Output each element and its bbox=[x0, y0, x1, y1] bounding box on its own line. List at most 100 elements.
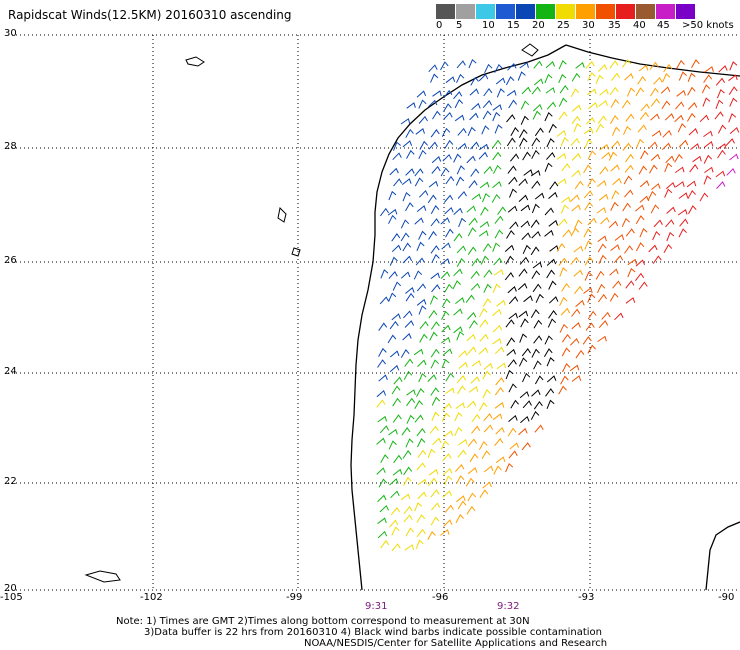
wind-barb bbox=[690, 143, 700, 150]
wind-barb bbox=[519, 391, 530, 399]
wind-barb bbox=[393, 454, 403, 464]
legend-label-30: 30 bbox=[582, 20, 595, 31]
wind-barb bbox=[571, 204, 581, 212]
wind-barb bbox=[625, 297, 636, 304]
wind-barb bbox=[639, 180, 650, 188]
wind-barb bbox=[703, 175, 712, 185]
wind-barb bbox=[471, 425, 481, 434]
wind-barb bbox=[627, 267, 636, 278]
wind-barb bbox=[393, 141, 401, 151]
wind-barb bbox=[531, 203, 540, 214]
wind-barb bbox=[582, 336, 592, 345]
wind-barb bbox=[471, 360, 482, 367]
wind-barb bbox=[507, 427, 517, 437]
wind-barb bbox=[650, 113, 660, 121]
wind-barb bbox=[431, 165, 441, 174]
wind-barb bbox=[717, 149, 726, 159]
wind-barb bbox=[413, 348, 424, 356]
wind-barb bbox=[388, 214, 397, 224]
wind-barb bbox=[522, 372, 531, 383]
wind-barb bbox=[444, 504, 454, 513]
lon-label-105: -105 bbox=[0, 592, 23, 603]
wind-barb bbox=[379, 296, 390, 305]
wind-barb bbox=[530, 246, 540, 256]
wind-barb bbox=[492, 283, 501, 293]
wind-barb bbox=[467, 346, 477, 355]
wind-barb bbox=[596, 283, 606, 294]
wind-barb bbox=[624, 189, 634, 198]
wind-barb bbox=[558, 385, 567, 395]
wind-barb bbox=[595, 270, 605, 280]
wind-barb bbox=[429, 425, 439, 434]
wind-barb bbox=[444, 475, 453, 485]
wind-barb bbox=[430, 489, 440, 498]
wind-barb bbox=[544, 111, 553, 122]
wind-barb bbox=[377, 415, 388, 423]
wind-barb bbox=[443, 103, 452, 113]
wind-barb bbox=[495, 377, 505, 386]
wind-barb bbox=[402, 242, 412, 252]
wind-barb bbox=[455, 297, 465, 304]
wind-barb bbox=[571, 72, 581, 82]
wind-barb bbox=[391, 543, 401, 552]
wind-barb bbox=[587, 344, 596, 354]
wind-barb bbox=[517, 71, 526, 81]
wind-barb bbox=[483, 413, 493, 422]
wind-barb bbox=[376, 467, 386, 475]
wind-barb bbox=[444, 206, 454, 215]
wind-barb bbox=[584, 256, 594, 266]
wind-barb bbox=[531, 348, 540, 358]
wind-barb bbox=[379, 504, 389, 513]
wind-barb bbox=[416, 90, 427, 98]
wind-barb bbox=[432, 90, 442, 97]
wind-barb bbox=[546, 138, 555, 148]
wind-barb bbox=[494, 386, 504, 396]
wind-barb bbox=[702, 97, 711, 107]
wind-barb bbox=[418, 189, 429, 198]
wind-barb bbox=[481, 450, 491, 460]
wind-barb bbox=[573, 122, 582, 133]
wind-barb bbox=[561, 196, 571, 203]
lat-label-26: 26 bbox=[4, 255, 17, 266]
wind-barb bbox=[453, 326, 463, 334]
wind-speed-legend: 0 5 10 15 20 25 30 35 40 45 >50 knots bbox=[436, 4, 734, 36]
wind-barb bbox=[443, 430, 454, 438]
wind-barb bbox=[651, 183, 661, 190]
wind-barb bbox=[530, 410, 540, 420]
wind-barb bbox=[414, 177, 424, 187]
wind-barb bbox=[558, 111, 568, 120]
wind-barb bbox=[494, 229, 504, 239]
wind-barb bbox=[531, 137, 541, 147]
wind-barb bbox=[729, 126, 740, 135]
wind-barb bbox=[678, 228, 687, 238]
wind-barb bbox=[402, 450, 412, 459]
wind-barb bbox=[494, 124, 503, 134]
wind-barb bbox=[601, 311, 611, 320]
wind-barb bbox=[401, 178, 412, 185]
wind-barb bbox=[431, 411, 440, 421]
wind-barb bbox=[418, 305, 427, 315]
wind-barb bbox=[688, 205, 697, 215]
wind-barb bbox=[520, 220, 530, 228]
wind-barb bbox=[441, 358, 450, 369]
lat-label-22: 22 bbox=[4, 476, 17, 487]
wind-barb bbox=[456, 495, 466, 503]
wind-barb bbox=[478, 402, 488, 412]
wind-barb bbox=[400, 219, 410, 229]
wind-barb bbox=[415, 257, 425, 266]
wind-barb bbox=[492, 181, 502, 189]
wind-barb bbox=[558, 73, 567, 84]
wind-barb bbox=[505, 369, 514, 380]
wind-barb bbox=[548, 310, 557, 319]
wind-barb bbox=[675, 166, 685, 174]
wind-barb bbox=[467, 126, 476, 137]
wind-barb bbox=[419, 320, 429, 330]
wind-barb bbox=[518, 427, 528, 436]
wind-barb bbox=[440, 258, 450, 265]
wind-barbs bbox=[376, 58, 740, 552]
wind-barb bbox=[444, 283, 453, 293]
wind-barb bbox=[380, 539, 390, 549]
wind-barb bbox=[623, 175, 633, 185]
wind-barb bbox=[479, 333, 489, 342]
